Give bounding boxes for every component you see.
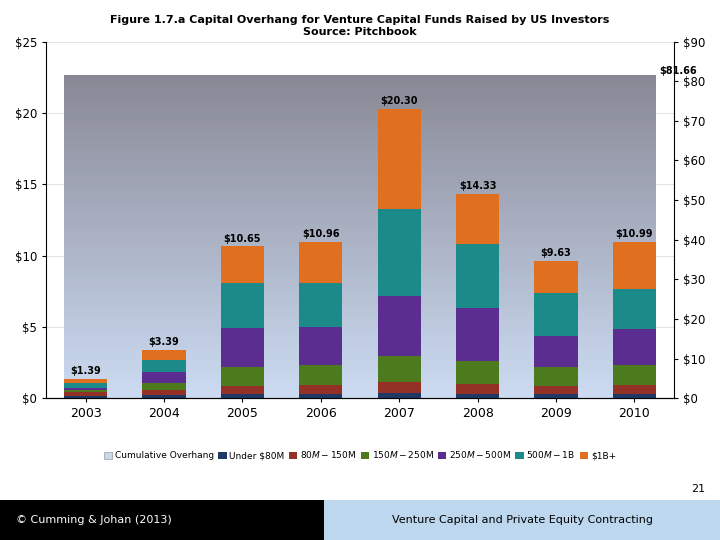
Bar [456,244,499,308]
Bar [64,388,107,390]
Bar [613,385,656,394]
Bar [456,394,499,399]
Bar [377,393,420,399]
Bar [613,289,656,329]
Text: © Cumming & Johan (2013): © Cumming & Johan (2013) [16,515,172,525]
Bar [64,383,107,388]
Text: $9.63: $9.63 [541,248,572,258]
Bar [143,390,186,395]
Bar [221,283,264,328]
Legend: Cumulative Overhang, Under $80M, $80M-$150M, $150M-$250M, $250M-$500M, $500M-$1B: Cumulative Overhang, Under $80M, $80M-$1… [100,446,620,464]
Text: $10.99: $10.99 [616,229,653,239]
Bar [64,396,107,399]
Text: 21: 21 [691,484,706,494]
Bar [456,308,499,361]
Bar [377,296,420,356]
Bar [64,379,107,383]
Bar [221,394,264,399]
Bar [221,386,264,394]
Bar [534,336,577,367]
Text: $1.39: $1.39 [71,366,101,376]
Bar [456,383,499,394]
Text: $10.96: $10.96 [302,230,340,239]
Bar [613,394,656,399]
Text: Venture Capital and Private Equity Contracting: Venture Capital and Private Equity Contr… [392,515,652,525]
Bar [613,329,656,365]
Bar [377,208,420,296]
Text: $3.39: $3.39 [148,338,179,347]
Bar [534,293,577,336]
Text: $20.30: $20.30 [380,96,418,106]
Bar [221,367,264,386]
Bar [534,394,577,399]
Text: $10.65: $10.65 [224,234,261,244]
Bar [300,394,343,399]
Bar [221,328,264,367]
Bar [300,364,343,384]
Bar [143,360,186,372]
Bar [613,241,656,289]
Bar [377,356,420,382]
Bar [377,109,420,208]
Bar [377,382,420,393]
Bar [64,392,107,396]
Bar [300,242,343,283]
Bar [534,386,577,394]
Bar [613,365,656,385]
Bar [143,395,186,399]
Bar [456,361,499,383]
Bar [534,261,577,293]
Text: $14.33: $14.33 [459,181,496,191]
Text: $81.66: $81.66 [660,66,697,76]
Bar [143,372,186,383]
Bar [143,350,186,360]
Bar [300,327,343,365]
Bar [456,194,499,244]
Bar [300,384,343,394]
Bar [300,283,343,327]
Bar [534,367,577,386]
Bar [143,383,186,390]
Title: Figure 1.7.a Capital Overhang for Venture Capital Funds Raised by US Investors
S: Figure 1.7.a Capital Overhang for Ventur… [110,15,610,37]
Bar [64,390,107,392]
Bar [221,246,264,283]
